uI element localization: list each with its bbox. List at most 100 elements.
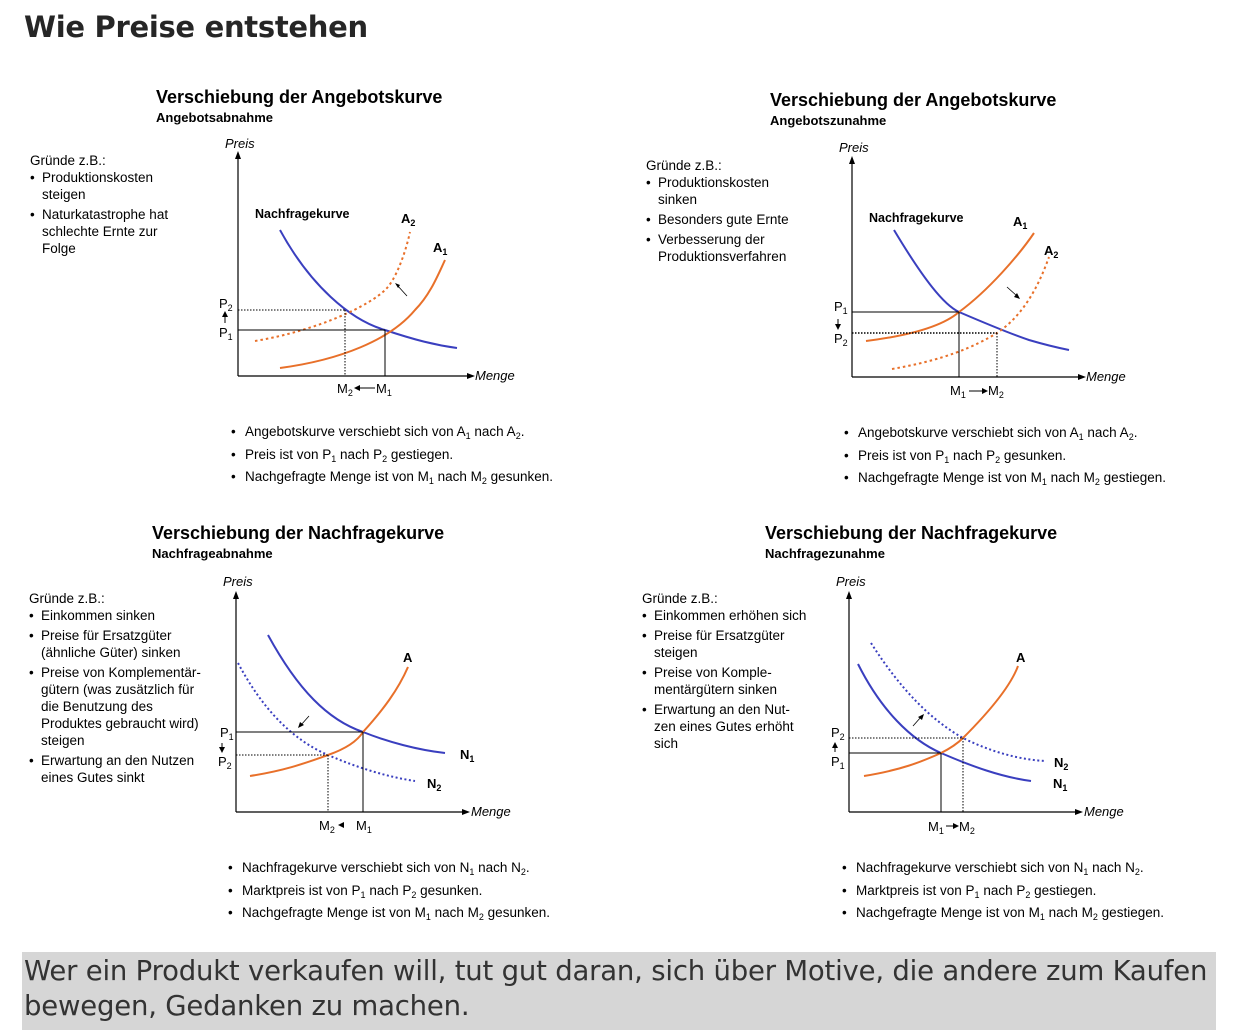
reasons-box: Gründe z.B.: Produktionskosten steigen N… <box>30 152 190 260</box>
shift-arrowhead <box>395 283 400 288</box>
reason-item: Produktionskosten steigen <box>30 169 190 203</box>
panel-title: Verschiebung der Angebotskurve <box>770 90 1057 110</box>
label-p-top: P1 <box>834 299 848 316</box>
panel-subtitle: Nachfrageabnahme <box>152 546 273 561</box>
supply-demand-diagram: Preis Menge P1 P2 M2 M1 A N1 N2 <box>218 574 511 835</box>
y-axis-arrowhead <box>846 591 852 599</box>
label-curve-a2: A2 <box>1044 243 1058 260</box>
summary-item: Preis ist von P1 nach P2 gesunken. <box>844 447 1166 470</box>
y-axis-label: Preis <box>836 574 866 589</box>
summary-item: Preis ist von P1 nach P2 gestiegen. <box>231 446 553 469</box>
reason-item: Preise für Ersatzgüter (ähnliche Güter) … <box>29 627 211 661</box>
demand-curve-n1 <box>857 663 1032 782</box>
demand-curve-n2 <box>237 662 416 782</box>
summary-list: Angebotskurve verschiebt sich von A1 nac… <box>844 424 1166 492</box>
label-m-right: M1 <box>356 818 372 835</box>
summary-list: Nachfragekurve verschiebt sich von N1 na… <box>228 859 550 927</box>
summary-list: Nachfragekurve verschiebt sich von N1 na… <box>842 859 1164 927</box>
panel-subtitle: Nachfragezunahme <box>765 546 885 561</box>
reasons-heading: Gründe z.B.: <box>30 153 106 168</box>
y-axis-label: Preis <box>225 136 255 151</box>
panel-subtitle: Angebotsabnahme <box>156 110 274 125</box>
shift-arrowhead <box>918 714 924 720</box>
supply-demand-diagram: Preis Menge Nachfragekurve P1 P2 M1 M2 A… <box>834 140 1126 400</box>
label-m-right: M2 <box>959 819 975 836</box>
supply-curve-a1 <box>865 232 1035 342</box>
label-p-bottom: P1 <box>831 754 845 771</box>
x-axis-arrowhead <box>1078 374 1086 380</box>
x-axis-label: Menge <box>475 368 515 383</box>
shift-arrow <box>300 715 310 726</box>
panel-title: Verschiebung der Angebotskurve <box>156 87 443 107</box>
shift-arrowhead <box>1014 293 1020 299</box>
price-change-arrowhead <box>222 311 228 317</box>
summary-item: Nachfragekurve verschiebt sich von N1 na… <box>228 859 550 882</box>
panel-supply-increase: Verschiebung der Angebotskurve Angebotsz… <box>614 0 1234 487</box>
reason-item: Verbesserung der Produktionsverfahren <box>646 231 806 265</box>
footer-banner: Wer ein Produkt verkaufen will, tut gut … <box>22 952 1216 1030</box>
reason-item: Produktionskosten sinken <box>646 174 806 208</box>
y-axis-arrowhead <box>233 591 239 599</box>
shift-arrow <box>912 716 922 727</box>
label-p-bottom: P2 <box>834 331 848 348</box>
label-curve-n1: N1 <box>460 747 474 764</box>
label-curve-a1: A1 <box>433 240 447 257</box>
panel-title: Verschiebung der Nachfragekurve <box>152 523 445 543</box>
label-m-left: M2 <box>319 818 335 835</box>
quantity-change-arrowhead <box>953 823 959 829</box>
label-m-left: M1 <box>928 819 944 836</box>
label-p-top: P1 <box>220 725 234 742</box>
summary-item: Nachgefragte Menge ist von M1 nach M2 ge… <box>231 468 553 491</box>
demand-curve <box>893 229 1070 351</box>
reason-item: Einkommen sinken <box>29 607 211 624</box>
label-p-bottom: P2 <box>218 754 232 771</box>
panel-subtitle: Angebotszunahme <box>770 113 887 128</box>
summary-item: Nachgefragte Menge ist von M1 nach M2 ge… <box>844 469 1166 492</box>
panel-demand-increase: Verschiebung der Nachfragekurve Nachfrag… <box>614 0 1234 922</box>
reason-item: Besonders gute Ernte <box>646 211 806 228</box>
supply-demand-diagram: Preis Menge P2 P1 M1 M2 A N2 N1 <box>831 574 1124 836</box>
summary-item: Angebotskurve verschiebt sich von A1 nac… <box>844 424 1166 447</box>
label-curve-n2: N2 <box>1054 755 1068 772</box>
reason-item: Erwartung an den Nut-zen eines Gutes erh… <box>642 701 807 752</box>
y-axis-arrowhead <box>849 156 855 164</box>
summary-item: Angebotskurve verschiebt sich von A1 nac… <box>231 423 553 446</box>
quantity-change-arrowhead <box>982 388 988 394</box>
label-m-left: M2 <box>337 381 353 398</box>
summary-item: Marktpreis ist von P1 nach P2 gestiegen. <box>842 882 1164 905</box>
demand-curve-label: Nachfragekurve <box>869 211 964 225</box>
demand-curve <box>279 229 458 349</box>
label-curve-a2: A2 <box>401 211 415 228</box>
label-m-right: M1 <box>376 381 392 398</box>
x-axis-arrowhead <box>467 373 475 379</box>
x-axis-arrowhead <box>462 809 470 815</box>
reason-item: Preise von Komple-mentärgütern sinken <box>642 664 807 698</box>
shift-arrowhead <box>298 722 304 728</box>
panel-demand-decrease: Verschiebung der Nachfragekurve Nachfrag… <box>0 0 620 922</box>
supply-curve-a2 <box>254 231 411 342</box>
x-axis-label: Menge <box>1084 804 1124 819</box>
label-curve-n2: N2 <box>427 776 441 793</box>
summary-item: Marktpreis ist von P1 nach P2 gesunken. <box>228 882 550 905</box>
label-curve-a: A <box>403 650 413 665</box>
x-axis-label: Menge <box>1086 369 1126 384</box>
summary-item: Nachgefragte Menge ist von M1 nach M2 ge… <box>842 904 1164 927</box>
reasons-box: Gründe z.B.: Einkommen erhöhen sich Prei… <box>642 590 807 755</box>
reason-item: Preise von Komplementär-gütern (was zusä… <box>29 664 211 749</box>
x-axis-arrowhead <box>1075 809 1083 815</box>
summary-item: Nachfragekurve verschiebt sich von N1 na… <box>842 859 1164 882</box>
panel-title: Verschiebung der Nachfragekurve <box>765 523 1058 543</box>
reason-item: Preise für Ersatzgüter steigen <box>642 627 807 661</box>
label-curve-a: A <box>1016 650 1026 665</box>
summary-item: Nachgefragte Menge ist von M1 nach M2 ge… <box>228 904 550 927</box>
quantity-change-arrowhead <box>338 822 344 828</box>
label-curve-n1: N1 <box>1053 776 1067 793</box>
price-change-arrowhead <box>835 324 841 330</box>
reasons-box: Gründe z.B.: Produktionskosten sinken Be… <box>646 157 806 268</box>
supply-curve-a <box>249 666 409 777</box>
y-axis-label: Preis <box>223 574 253 589</box>
reason-item: Naturkatastrophe hat schlechte Ernte zur… <box>30 206 190 257</box>
label-p-bottom: P1 <box>219 325 233 342</box>
price-change-arrowhead <box>219 747 225 753</box>
y-axis-label: Preis <box>839 140 869 155</box>
